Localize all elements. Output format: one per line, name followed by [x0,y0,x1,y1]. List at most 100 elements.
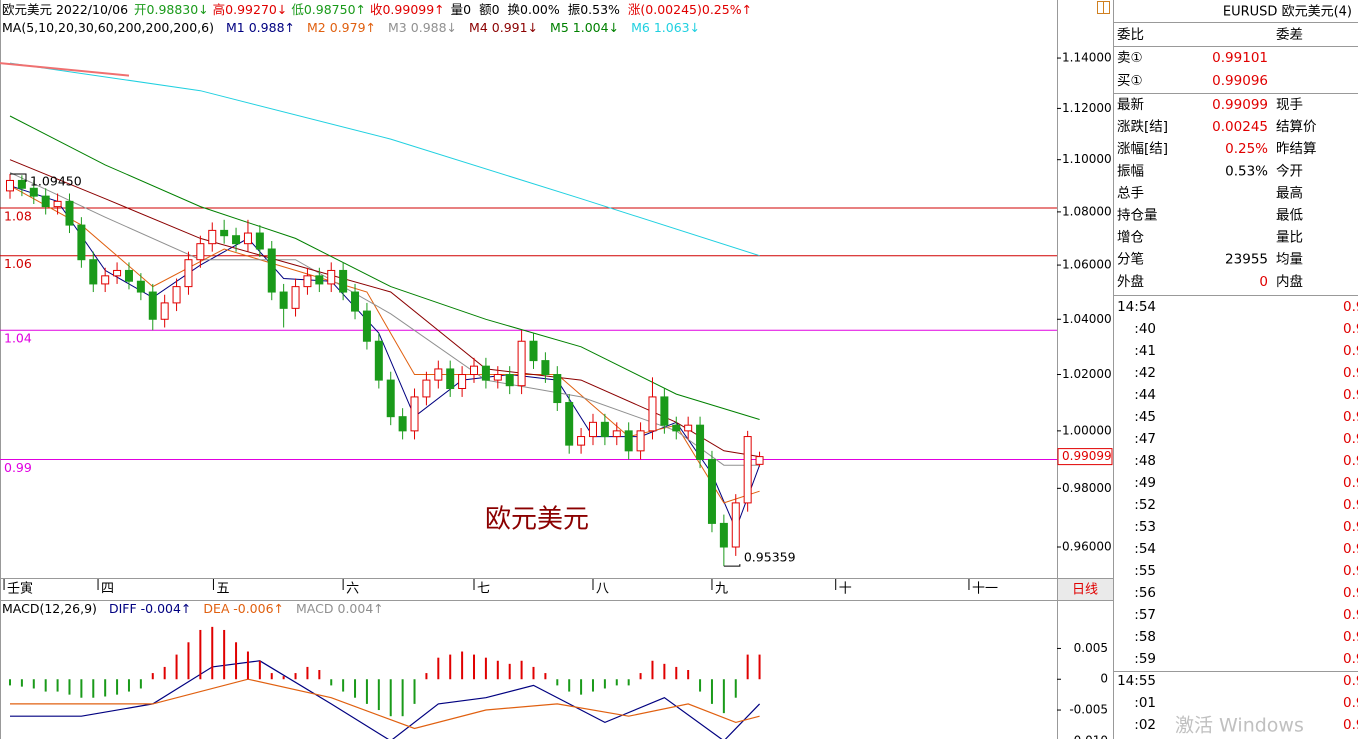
trade-time: :59 [1134,651,1156,667]
candle-body [636,430,645,452]
macd-bar [663,663,666,680]
candle-body [422,379,431,398]
macd-bar [532,666,535,680]
macd-bar [544,673,547,680]
macd-bar [473,654,476,680]
trade-time: :49 [1134,475,1156,491]
y-tick-label: 0.005 [1074,641,1108,655]
macd-bar [282,676,285,680]
candle-body [5,179,14,192]
last-price-label: 0.99099 [1062,449,1112,463]
trade-time: :41 [1134,343,1156,359]
macd-line [10,660,761,739]
candle-body [29,187,38,197]
annotation-leader [723,564,741,567]
legend-name: M1 [226,20,245,35]
trade-time: :42 [1134,365,1156,381]
trade-price: 0.9 [1343,431,1358,447]
candle-body [612,430,621,438]
header-item: 涨(0.00245)0.25%↑ [628,2,752,17]
quote-label: 卖① [1117,50,1143,66]
macd-bar [127,679,130,692]
candle-body [386,379,395,418]
macd-bar [246,651,249,680]
macd-bar [710,679,713,704]
quote-label: 量比 [1276,230,1303,246]
quote-label: 委比 [1117,27,1144,43]
x-tick-label: 七 [477,582,490,597]
quote-label: 分笔 [1117,252,1144,268]
trade-time: :53 [1134,519,1156,535]
trade-time: :02 [1134,717,1156,733]
macd-bar [639,673,642,680]
trade-time: :45 [1134,409,1156,425]
candle-body [362,310,371,342]
trade-price: 0.9 [1343,453,1358,469]
candle-body [707,458,716,524]
trade-price: 0.9 [1343,717,1358,733]
candle-body [458,374,467,389]
candle-body [172,286,181,304]
macd-bar [449,654,452,680]
trade-price: 0.9 [1343,387,1358,403]
candle-body [208,229,217,245]
macd-bar [342,679,345,692]
candle-body [374,340,383,381]
macd-bar [354,679,357,698]
candle-body [541,360,550,376]
candle-body [339,269,348,293]
trade-price: 0.9 [1343,343,1358,359]
panel-icon[interactable] [1097,1,1110,14]
macd-bar [675,666,678,680]
macd-bar [235,642,238,680]
legend-value: 0.004↑ [338,601,384,616]
header-item: 量0 [451,2,472,17]
candle-body [220,229,229,237]
macd-bar [92,679,95,698]
candle-body [660,396,669,426]
quote-value: 23955 [1225,252,1268,268]
macd-bar [56,679,59,692]
tab-bg[interactable] [1058,579,1113,600]
macd-bar [556,679,559,686]
macd-bar [151,673,154,680]
macd-bar [722,679,725,714]
trade-time: :54 [1134,541,1156,557]
macd-bar [365,679,368,704]
quote-value: 0.53% [1225,163,1268,179]
candle-body [577,436,586,446]
header-item: 额0 [479,2,500,17]
trade-time: :58 [1134,629,1156,645]
quote-value: 0 [1259,274,1268,290]
macd-title: MACD(12,26,9) [2,601,97,616]
header-item: 低0.98750↑ [291,2,366,17]
candle-body [434,368,443,381]
level-label: 0.99 [4,460,32,475]
candle-body [553,374,562,404]
legend-name: DIFF [109,601,137,616]
candle-body [529,340,538,362]
trade-price: 0.9 [1343,651,1358,667]
legend-value: -0.006↑ [233,601,284,616]
macd-bar [199,629,202,680]
header-item: 开0.98830↓ [134,2,209,17]
macd-bar [734,679,737,698]
candle-body [481,365,490,381]
candle-body [303,275,312,288]
header-line: 欧元美元 2022/10/06 开0.98830↓ 高0.99270↓ 低0.9… [2,2,752,17]
tab-label[interactable]: 日线 [1072,583,1098,598]
quote-label: 振幅 [1117,163,1144,179]
trade-time: :48 [1134,453,1156,469]
trade-time: 14:54 [1117,299,1156,315]
candle-body [672,424,681,432]
macd-bar [437,657,440,680]
chart-watermark: 欧元美元 [485,505,589,535]
candle-body [136,280,145,293]
quote-label: 最高 [1276,184,1303,201]
macd-bar [318,670,321,680]
header-item: 收0.99099↑ [370,2,445,17]
legend-value: -0.004↑ [141,601,192,616]
macd-bar [330,679,333,686]
x-tick-label: 十一 [972,582,998,597]
